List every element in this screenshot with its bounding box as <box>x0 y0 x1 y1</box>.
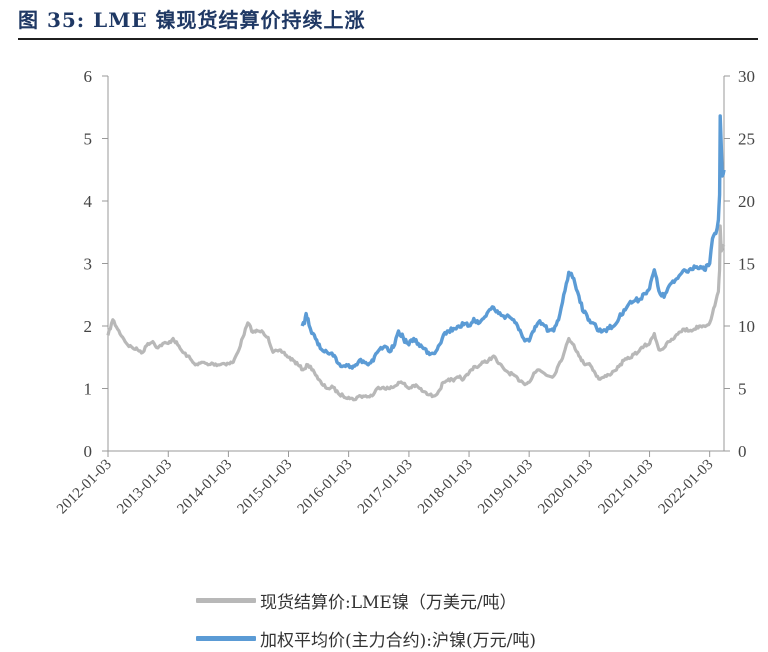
y-right-tick-label: 10 <box>738 317 755 336</box>
legend-item-lme: 现货结算价:LME镍（万美元/吨） <box>196 588 517 613</box>
x-tick-label: 2012-01-03 <box>54 457 115 518</box>
legend-swatch-shfe <box>196 636 256 641</box>
legend-label-shfe: 加权平均价(主力合约):沪镍(万元/吨) <box>260 631 536 651</box>
legend-item-shfe: 加权平均价(主力合约):沪镍(万元/吨) <box>196 626 536 651</box>
chart-title: 图 35: LME 镍现货结算价持续上涨 <box>18 8 366 32</box>
y-left-tick-label: 0 <box>84 442 93 461</box>
x-tick-label: 2021-01-03 <box>596 457 657 518</box>
legend-swatch-lme <box>196 598 256 603</box>
y-right-tick-label: 0 <box>738 442 747 461</box>
title-divider <box>18 38 758 40</box>
x-tick-label: 2018-01-03 <box>415 457 476 518</box>
y-left-tick-label: 1 <box>84 380 93 399</box>
y-right-tick-label: 15 <box>738 255 755 274</box>
x-tick-label: 2020-01-03 <box>535 457 596 518</box>
series-line-lme <box>106 224 726 402</box>
x-tick-label: 2022-01-03 <box>656 457 717 518</box>
x-tick-label: 2019-01-03 <box>475 457 536 518</box>
legend-label-lme: 现货结算价:LME镍（万美元/吨） <box>260 593 517 613</box>
y-left-tick-label: 4 <box>84 192 93 211</box>
chart-series <box>106 114 726 402</box>
y-right-tick-label: 5 <box>738 380 747 399</box>
x-tick-label: 2013-01-03 <box>114 457 175 518</box>
y-right-tick-label: 25 <box>738 130 755 149</box>
y-left-tick-label: 2 <box>84 317 93 336</box>
y-left-tick-label: 3 <box>84 255 93 274</box>
y-left-tick-label: 5 <box>84 130 93 149</box>
x-tick-label: 2015-01-03 <box>235 457 296 518</box>
y-right-tick-label: 20 <box>738 192 755 211</box>
x-tick-label: 2014-01-03 <box>174 457 235 518</box>
series-line-shfe <box>300 114 726 370</box>
x-tick-label: 2017-01-03 <box>355 457 416 518</box>
y-right-tick-label: 30 <box>738 67 755 86</box>
y-left-tick-label: 6 <box>84 67 93 86</box>
x-tick-label: 2016-01-03 <box>295 457 356 518</box>
